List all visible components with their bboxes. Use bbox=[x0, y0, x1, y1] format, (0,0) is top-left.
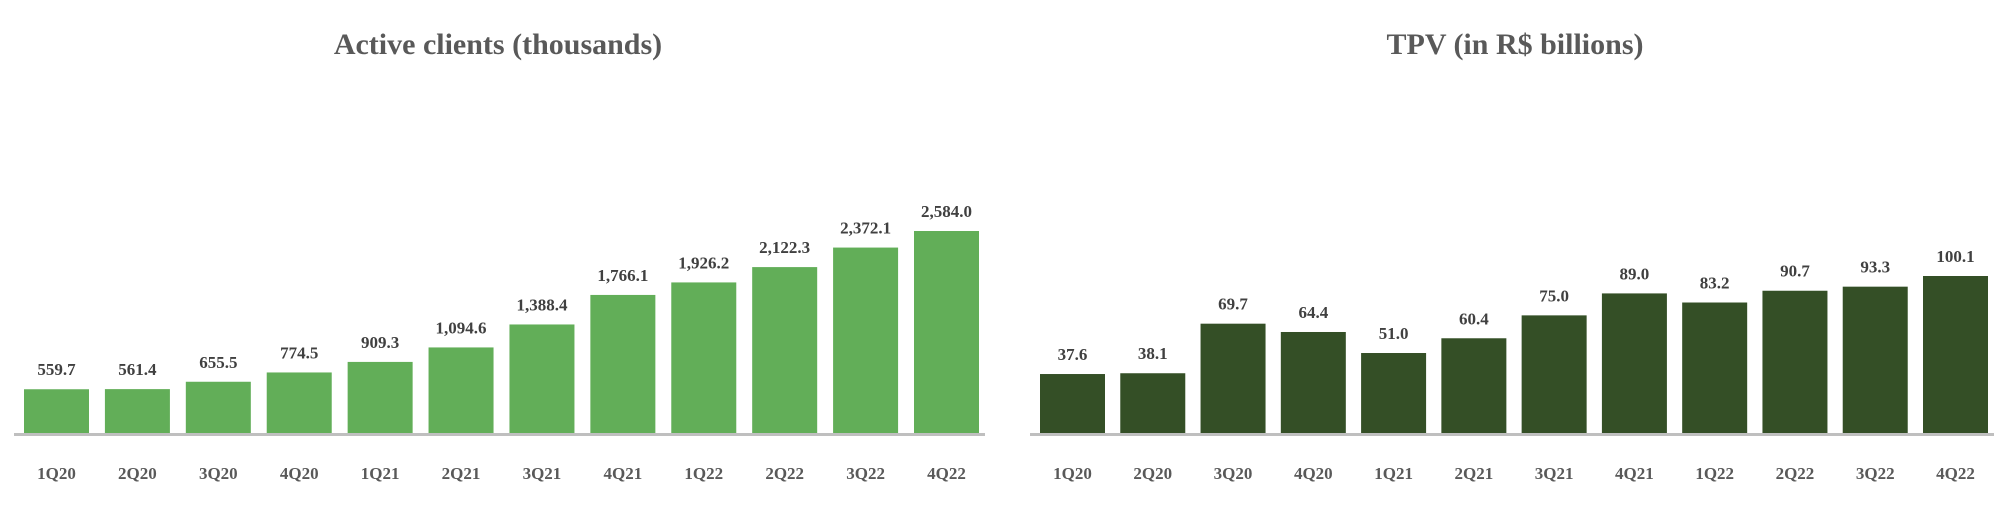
bar-active-clients-4Q20 bbox=[266, 372, 332, 433]
tpv-chart: TPV (in R$ billions) 37.6 38.1 69.7 64.4 51.… bbox=[1030, 28, 1994, 483]
bar-active-clients-1Q21 bbox=[347, 361, 413, 433]
data-label-tpv-1Q21: 51.0 bbox=[1379, 324, 1409, 343]
x-tick-active-clients-3Q22: 3Q22 bbox=[846, 464, 885, 483]
bar-tpv-1Q20 bbox=[1040, 374, 1105, 433]
x-tick-active-clients-2Q22: 2Q22 bbox=[765, 464, 804, 483]
bar-active-clients-2Q22 bbox=[752, 267, 818, 433]
bars-tpv bbox=[1040, 276, 1988, 433]
bar-tpv-4Q21 bbox=[1601, 293, 1667, 433]
x-tick-tpv-2Q20: 2Q20 bbox=[1133, 464, 1172, 483]
x-tick-tpv-4Q21: 4Q21 bbox=[1615, 464, 1654, 483]
x-tick-tpv-3Q20: 3Q20 bbox=[1214, 464, 1253, 483]
bar-tpv-3Q20 bbox=[1200, 323, 1266, 433]
x-tick-tpv-3Q21: 3Q21 bbox=[1535, 464, 1574, 483]
data-label-active-clients-4Q21: 1,766.1 bbox=[597, 266, 648, 285]
active-clients-chart: Active clients (thousands) 559.7 561.4 655… bbox=[14, 28, 985, 483]
bar-active-clients-3Q21 bbox=[509, 324, 575, 433]
bar-tpv-1Q22 bbox=[1682, 302, 1748, 433]
x-tick-tpv-2Q21: 2Q21 bbox=[1454, 464, 1493, 483]
data-label-tpv-3Q20: 69.7 bbox=[1218, 295, 1248, 314]
chart-title-active-clients: Active clients (thousands) bbox=[334, 28, 662, 61]
data-label-tpv-4Q21: 89.0 bbox=[1620, 264, 1650, 283]
data-label-active-clients-4Q20: 774.5 bbox=[280, 343, 318, 362]
x-tick-tpv-1Q21: 1Q21 bbox=[1374, 464, 1413, 483]
data-label-tpv-3Q21: 75.0 bbox=[1539, 286, 1569, 305]
x-ticks-active-clients: 1Q20 2Q20 3Q20 4Q20 1Q21 2Q21 3Q21 4Q21 1Q22 2Q22… bbox=[37, 464, 966, 483]
x-tick-tpv-4Q22: 4Q22 bbox=[1936, 464, 1975, 483]
data-label-tpv-2Q21: 60.4 bbox=[1459, 309, 1489, 328]
x-tick-active-clients-4Q21: 4Q21 bbox=[603, 464, 642, 483]
bar-active-clients-3Q22 bbox=[833, 247, 899, 433]
data-label-active-clients-3Q22: 2,372.1 bbox=[840, 219, 891, 238]
x-tick-active-clients-4Q20: 4Q20 bbox=[280, 464, 319, 483]
chart-title-tpv: TPV (in R$ billions) bbox=[1386, 28, 1643, 61]
bar-active-clients-2Q21 bbox=[428, 347, 494, 433]
bar-active-clients-1Q20 bbox=[24, 389, 89, 433]
data-label-active-clients-3Q21: 1,388.4 bbox=[516, 295, 568, 314]
data-label-tpv-3Q22: 93.3 bbox=[1860, 258, 1890, 277]
bars-active-clients bbox=[24, 231, 979, 433]
bar-tpv-2Q20 bbox=[1120, 373, 1186, 433]
data-label-tpv-4Q22: 100.1 bbox=[1936, 247, 1974, 266]
data-label-active-clients-1Q22: 1,926.2 bbox=[678, 253, 729, 272]
data-label-active-clients-2Q20: 561.4 bbox=[118, 360, 157, 379]
data-label-tpv-1Q20: 37.6 bbox=[1058, 345, 1088, 364]
x-tick-active-clients-1Q20: 1Q20 bbox=[37, 464, 76, 483]
bar-active-clients-3Q20 bbox=[185, 381, 251, 433]
data-label-active-clients-1Q20: 559.7 bbox=[37, 360, 76, 379]
data-label-tpv-2Q22: 90.7 bbox=[1780, 262, 1810, 281]
x-tick-active-clients-2Q20: 2Q20 bbox=[118, 464, 157, 483]
x-tick-active-clients-1Q21: 1Q21 bbox=[361, 464, 400, 483]
x-tick-active-clients-3Q20: 3Q20 bbox=[199, 464, 238, 483]
x-tick-active-clients-3Q21: 3Q21 bbox=[523, 464, 562, 483]
data-label-active-clients-2Q21: 1,094.6 bbox=[436, 318, 487, 337]
x-tick-active-clients-4Q22: 4Q22 bbox=[927, 464, 966, 483]
bar-active-clients-4Q22 bbox=[914, 231, 979, 433]
bar-active-clients-1Q22 bbox=[671, 282, 737, 433]
data-label-tpv-2Q20: 38.1 bbox=[1138, 344, 1168, 363]
data-labels-tpv: 37.6 38.1 69.7 64.4 51.0 60.4 75.0 89.0 83.2 90.7… bbox=[1058, 247, 1975, 364]
bar-active-clients-4Q21 bbox=[590, 294, 656, 433]
x-tick-tpv-3Q22: 3Q22 bbox=[1856, 464, 1895, 483]
bar-tpv-3Q22 bbox=[1842, 286, 1908, 433]
x-tick-active-clients-2Q21: 2Q21 bbox=[442, 464, 481, 483]
bar-tpv-4Q20 bbox=[1280, 331, 1346, 433]
x-tick-tpv-1Q22: 1Q22 bbox=[1695, 464, 1734, 483]
bar-active-clients-2Q20 bbox=[104, 389, 170, 433]
x-ticks-tpv: 1Q20 2Q20 3Q20 4Q20 1Q21 2Q21 3Q21 4Q21 1Q22 2Q22… bbox=[1053, 464, 1975, 483]
x-tick-tpv-4Q20: 4Q20 bbox=[1294, 464, 1333, 483]
data-label-active-clients-4Q22: 2,584.0 bbox=[921, 202, 972, 221]
data-label-tpv-1Q22: 83.2 bbox=[1700, 274, 1730, 293]
data-labels-active-clients: 559.7 561.4 655.5 774.5 909.3 1,094.6 1,388.4 1… bbox=[37, 202, 972, 379]
data-label-active-clients-2Q22: 2,122.3 bbox=[759, 238, 810, 257]
bar-tpv-4Q22 bbox=[1923, 276, 1988, 433]
data-label-active-clients-1Q21: 909.3 bbox=[361, 333, 399, 352]
data-label-tpv-4Q20: 64.4 bbox=[1298, 303, 1328, 322]
data-label-active-clients-3Q20: 655.5 bbox=[199, 353, 237, 372]
x-tick-tpv-2Q22: 2Q22 bbox=[1776, 464, 1815, 483]
x-tick-active-clients-1Q22: 1Q22 bbox=[684, 464, 723, 483]
bar-tpv-2Q21 bbox=[1441, 338, 1507, 433]
bar-tpv-1Q21 bbox=[1361, 353, 1427, 433]
bar-tpv-3Q21 bbox=[1521, 315, 1587, 433]
bar-tpv-2Q22 bbox=[1762, 290, 1828, 433]
x-tick-tpv-1Q20: 1Q20 bbox=[1053, 464, 1092, 483]
